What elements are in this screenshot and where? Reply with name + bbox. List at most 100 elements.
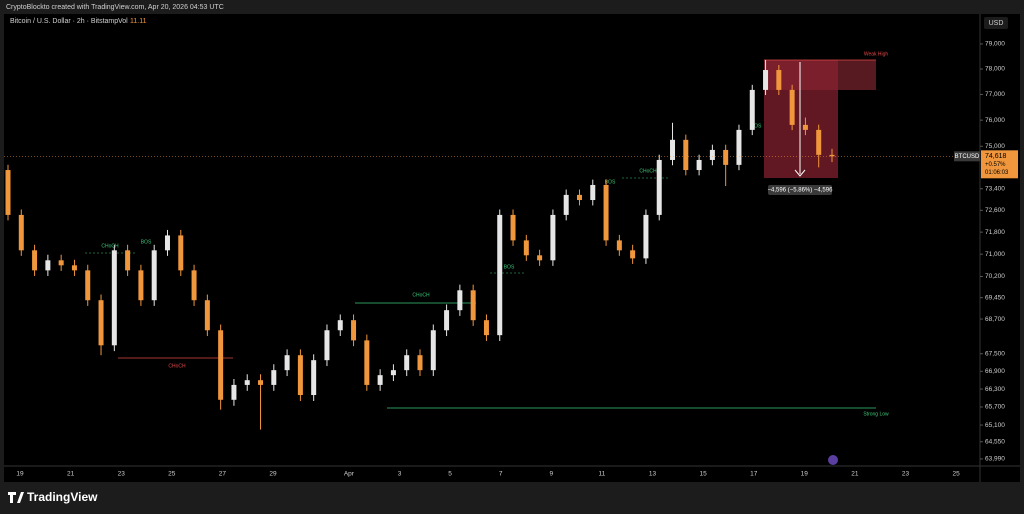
candle-body: [18, 214, 24, 251]
y-tick-label: 67,500: [985, 350, 1005, 357]
candle-body: [297, 355, 303, 396]
candle-body: [670, 139, 676, 160]
candle-body: [324, 330, 330, 361]
candle-body: [537, 255, 543, 261]
candle-body: [178, 235, 184, 271]
y-tick-label: 72,600: [985, 207, 1005, 214]
y-tick-label: 78,000: [985, 66, 1005, 73]
measure-label-box: [768, 185, 832, 195]
candle-body: [829, 154, 835, 157]
x-tick-label: 23: [118, 471, 126, 478]
x-tick-label: 15: [699, 471, 707, 478]
candle-body: [430, 330, 436, 371]
candle-body: [284, 355, 290, 371]
annotation: Strong Low: [863, 411, 889, 417]
x-tick-label: 19: [801, 471, 809, 478]
chart-title: Bitcoin / U.S. Dollar · 2h · Bitstamp: [10, 18, 118, 25]
watermark: CryptoBlockto created with TradingView.c…: [6, 4, 224, 11]
symbol-box: [954, 151, 980, 162]
annotation: CHoCH: [101, 243, 119, 249]
candle-body: [417, 355, 423, 371]
countdown: 01:06:03: [985, 170, 1009, 176]
x-tick-label: 27: [219, 471, 227, 478]
candle-body: [470, 290, 476, 321]
candle-body: [497, 214, 503, 336]
time-axis: [4, 466, 1020, 482]
x-tick-label: 21: [67, 471, 75, 478]
y-tick-label: 73,400: [985, 185, 1005, 192]
event-icon: [828, 455, 838, 465]
measure-label: −4,596 (−5.86%) −4,596: [768, 188, 834, 194]
candle-body: [736, 129, 742, 165]
price-box: [981, 150, 1018, 179]
candle-body: [643, 214, 649, 259]
candle-body: [218, 330, 224, 400]
candle-body: [404, 355, 410, 371]
candle-body: [5, 170, 11, 215]
x-tick-label: 25: [952, 471, 960, 478]
candle-body: [244, 380, 250, 385]
candle-body: [576, 194, 582, 201]
candle-body: [204, 300, 210, 331]
candles: [5, 59, 835, 430]
y-tick-label: 66,300: [985, 386, 1005, 393]
candle-body: [709, 149, 715, 160]
candle-body: [111, 250, 117, 346]
candle-body: [457, 290, 463, 311]
candle-body: [683, 139, 689, 171]
last-change: +0.57%: [985, 162, 1006, 168]
price-axis: [980, 14, 1020, 466]
candle-body: [523, 240, 529, 256]
candle-body: [231, 384, 237, 400]
candle-body: [351, 320, 357, 341]
candle-body: [151, 250, 157, 301]
candle-body: [789, 89, 795, 125]
y-tick-label: 65,100: [985, 422, 1005, 429]
candle-body: [630, 250, 636, 259]
candle-body: [763, 70, 769, 90]
annotation: CHoCH: [639, 168, 657, 174]
candle-body: [337, 320, 343, 331]
candle-body: [603, 184, 609, 241]
y-tick-label: 68,700: [985, 316, 1005, 323]
candle-body: [616, 240, 622, 251]
x-tick-label: 13: [649, 471, 657, 478]
annotation: CHoCH: [412, 292, 430, 298]
candle-body: [138, 270, 144, 301]
annotation: BOS: [605, 179, 616, 185]
candle-body: [510, 214, 516, 241]
candle-body: [58, 260, 64, 266]
y-tick-label: 76,000: [985, 117, 1005, 124]
y-tick-label: 71,000: [985, 251, 1005, 258]
annotation: BOS: [141, 239, 152, 245]
candle-body: [723, 149, 729, 165]
candle-body: [311, 360, 317, 396]
candle-body: [164, 235, 170, 251]
candle-body: [271, 370, 277, 385]
candle-body: [802, 124, 808, 130]
candle-body: [377, 375, 383, 385]
x-tick-label: 17: [750, 471, 758, 478]
x-tick-label: 23: [902, 471, 910, 478]
candle-body: [563, 194, 569, 215]
x-tick-label: 9: [549, 471, 553, 478]
brand: TradingView: [27, 490, 98, 504]
annotation: BOS: [751, 123, 762, 129]
volume-label: Vol: [118, 18, 128, 25]
candle-body: [656, 159, 662, 215]
x-tick-label: Apr: [344, 471, 355, 478]
x-tick-label: 21: [851, 471, 859, 478]
x-tick-label: 7: [499, 471, 503, 478]
x-tick-label: 25: [168, 471, 176, 478]
candle-body: [550, 214, 556, 261]
candle-body: [696, 159, 702, 171]
measure-arrowhead: [794, 169, 806, 177]
y-tick-label: 65,700: [985, 404, 1005, 411]
candle-body: [85, 270, 91, 301]
x-tick-label: 19: [16, 471, 24, 478]
candle-body: [125, 250, 131, 271]
measure-box: [764, 60, 838, 178]
candle-body: [816, 129, 822, 155]
annotation: Weak High: [864, 51, 889, 57]
y-tick-label: 69,450: [985, 294, 1005, 301]
